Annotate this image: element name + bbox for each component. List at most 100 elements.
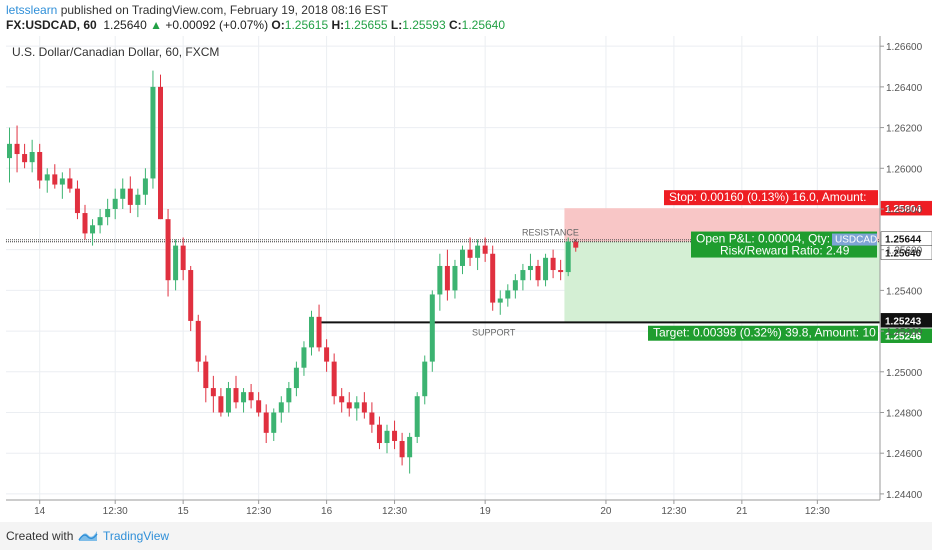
open-label: O: — [271, 18, 285, 32]
published-text: published on TradingView.com, February 1… — [57, 3, 389, 17]
resistance-label: RESISTANCE — [522, 228, 579, 238]
candle — [316, 304, 322, 352]
candle — [520, 263, 526, 291]
y-tick-label: 1.26200 — [886, 124, 923, 135]
candle — [225, 381, 231, 417]
price-tag: 1.25640 — [885, 249, 922, 260]
y-tick-label: 1.25000 — [886, 368, 923, 379]
candle — [256, 392, 262, 417]
stop-label-box — [664, 190, 878, 206]
price-tag: 1.25246 — [885, 332, 922, 343]
x-tick-label: 19 — [480, 506, 492, 517]
candle — [90, 219, 96, 246]
y-tick-label: 1.26000 — [886, 164, 923, 175]
price-axis[interactable]: 1.24400 1.24600 1.24800 1.25000 1.25200 1.254… — [879, 36, 923, 501]
candle — [233, 375, 239, 409]
candle — [127, 176, 133, 214]
x-tick-label: 16 — [321, 506, 333, 517]
candle — [105, 198, 111, 226]
candle — [490, 245, 496, 311]
stop-label: Stop: 0.00160 (0.13%) 16.0, Amount: — [669, 190, 866, 204]
price-chart[interactable]: RESISTANCE SUPPORT Stop: 0.00160 (0.13%) … — [0, 0, 932, 522]
x-tick-label: 20 — [600, 506, 612, 517]
candle — [271, 408, 277, 441]
candle — [475, 239, 481, 271]
candle — [550, 249, 556, 279]
y-tick-label: 1.25600 — [886, 246, 923, 257]
candle — [7, 127, 12, 183]
price-change: +0.00092 (+0.07%) — [165, 18, 269, 32]
open-value: 1.25615 — [284, 18, 329, 32]
y-tick-label: 1.24400 — [886, 490, 923, 501]
symbol-ohlc-bar: FX:USDCAD, 60 1.25640 ▲ +0.00092 (+0.07%… — [6, 18, 505, 32]
candle — [188, 265, 194, 332]
y-tick-label: 1.26400 — [886, 83, 923, 94]
close-value: 1.25640 — [461, 18, 506, 32]
candle — [497, 290, 503, 315]
candle — [460, 245, 465, 275]
candle — [361, 392, 367, 419]
target-label: Target: 0.00398 (0.32%) 39.8, Amount: 10 — [653, 326, 876, 340]
candle — [467, 237, 473, 266]
tradingview-brand-link[interactable]: TradingView — [103, 529, 170, 543]
created-with-text: Created with — [6, 529, 74, 543]
price-tag-box — [880, 328, 932, 343]
support-label: SUPPORT — [472, 327, 516, 337]
candle — [195, 314, 201, 372]
candle — [535, 259, 541, 287]
price-tag: 1.25243 — [885, 316, 922, 327]
candle — [286, 381, 292, 413]
candle — [203, 355, 209, 403]
candle — [59, 172, 65, 199]
price-tag-box — [880, 313, 932, 328]
candle — [158, 74, 163, 220]
candles — [7, 70, 579, 474]
candle — [97, 208, 103, 234]
entry-marker: × — [573, 236, 578, 246]
x-tick-label: 12:30 — [661, 506, 686, 517]
author-link[interactable]: letsslearn — [6, 3, 58, 17]
candle — [422, 355, 428, 405]
low-value: 1.25593 — [402, 18, 446, 32]
candle — [573, 239, 579, 252]
candle — [218, 388, 224, 417]
candle — [301, 341, 307, 376]
publish-info: letsslearn published on TradingView.com,… — [6, 3, 388, 17]
up-arrow-icon: ▲ — [150, 18, 162, 32]
tradingview-logo-icon — [78, 531, 98, 541]
candle — [278, 396, 284, 423]
candle — [44, 168, 50, 193]
candle — [173, 239, 179, 291]
candle — [376, 416, 382, 450]
candle — [331, 353, 337, 405]
price-tag-box — [880, 200, 932, 216]
candle — [142, 168, 148, 205]
candle — [241, 388, 247, 413]
y-tick-label: 1.25200 — [886, 327, 923, 338]
y-tick-label: 1.25800 — [886, 205, 923, 216]
candle — [324, 339, 330, 372]
candle — [74, 180, 80, 220]
y-tick-label: 1.24800 — [886, 408, 923, 419]
x-tick-label: 12:30 — [103, 506, 128, 517]
high-value: 1.25655 — [344, 18, 388, 32]
candle — [354, 396, 360, 421]
candle — [120, 178, 126, 209]
close-label: C: — [448, 18, 462, 32]
symbol-tag-box — [832, 233, 877, 246]
time-axis[interactable]: 14 12:30 15 12:30 16 12:30 19 20 12:30 21 12:30 — [6, 499, 880, 517]
candle — [399, 432, 405, 466]
candle — [150, 70, 156, 189]
candle — [263, 404, 269, 444]
candle — [429, 290, 435, 372]
price-tag: 1.25804 — [885, 204, 922, 215]
candle — [180, 237, 186, 281]
chart-title: U.S. Dollar/Canadian Dollar, 60, FXCM — [12, 45, 219, 59]
candle — [112, 188, 118, 220]
candle — [22, 143, 28, 169]
candle — [346, 392, 352, 417]
candle — [309, 310, 314, 356]
x-tick-label: 12:30 — [805, 506, 830, 517]
low-label: L: — [390, 18, 403, 32]
candle — [482, 237, 488, 262]
